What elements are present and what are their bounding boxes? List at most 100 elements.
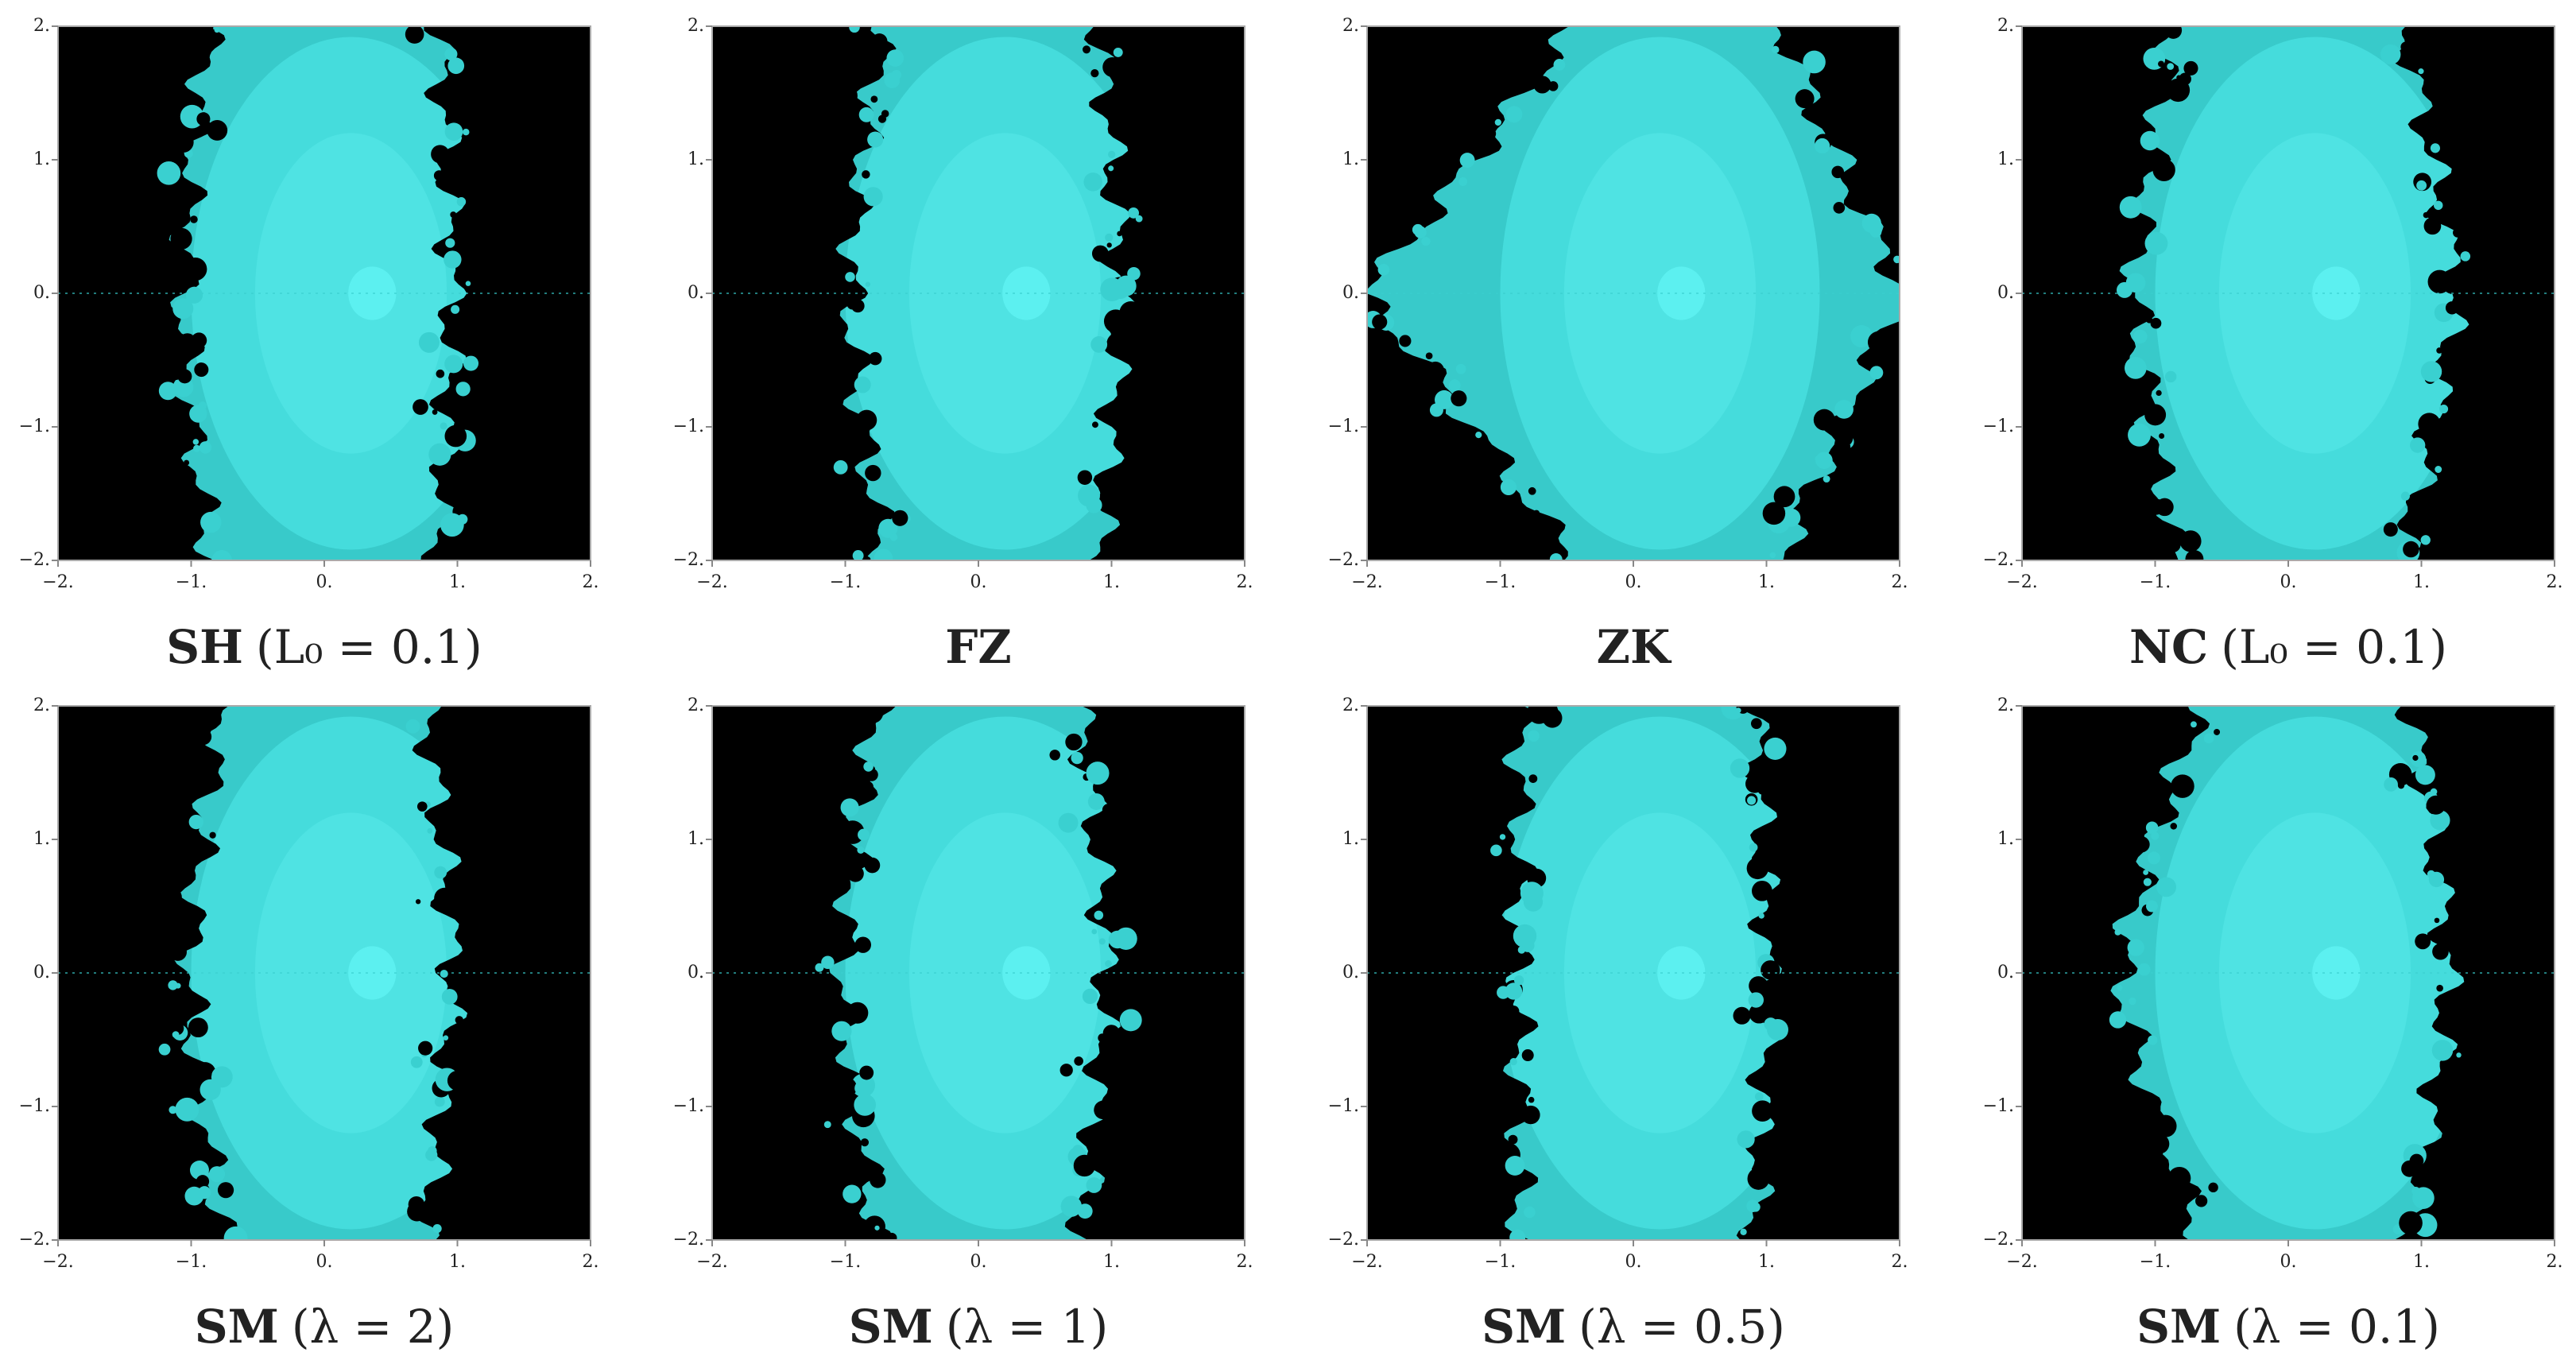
x-tick-label: 1. [2413,1252,2430,1272]
basin-speck [425,1149,438,1161]
y-tick-label: 0. [1997,283,2014,303]
basin-speck [2157,1226,2179,1240]
basin-speck [884,72,901,89]
basin-speck [1098,938,1106,945]
basin-speck [184,1186,204,1206]
basin-speck [2109,1011,2127,1029]
y-tick-label: 0. [688,283,704,303]
x-tick-label: 0. [970,572,987,592]
panel-caption: SM (λ = 0.5) [1482,1300,1785,1354]
basin-black [420,26,591,560]
basin-speck [2416,180,2427,191]
basin-image [58,706,591,1240]
basin-speck [445,238,455,248]
basin-speck [857,846,865,854]
basin-speck [2170,823,2178,830]
basin-speck [2132,329,2148,344]
basin-speck [1517,946,1526,954]
y-tick-label: −2. [19,550,50,570]
basin-speck [2167,63,2175,70]
basin-speck [175,1097,199,1122]
basin-speck [1819,88,1830,99]
basin-speck [2183,60,2198,76]
basin-speck [854,1094,876,1116]
basin-speck [1746,857,1769,880]
basin-speck [1083,172,1102,192]
basin-speck [2438,404,2449,414]
basin-speck [2434,917,2440,924]
basin-speck [2124,357,2147,379]
basin-speck [428,443,451,466]
y-tick-label: 1. [1997,149,2014,169]
basin-core [2312,946,2361,1000]
basin-speck [193,444,201,452]
basin-speck [413,399,428,415]
basin-speck [448,323,467,341]
basin-speck [1737,1130,1755,1149]
basin-speck [1372,314,1388,330]
basin-black [58,26,226,560]
basin-speck [214,27,220,33]
basin-speck [1747,796,1757,805]
basin-speck [854,376,871,393]
basin-speck [1087,793,1105,810]
basin-speck [858,828,870,841]
basin-speck [2147,851,2160,865]
basin-speck [1094,910,1104,920]
basin-speck [856,434,870,448]
basin-speck [170,227,192,250]
basin-speck [416,801,428,812]
basin-speck [196,1067,212,1082]
basin-speck [833,459,848,475]
basin-speck [2179,530,2202,552]
basin-speck [1869,226,1882,238]
basin-speck [196,112,211,126]
basin-speck [889,533,898,541]
basin-speck [440,422,447,430]
basin-speck [463,355,479,371]
basin-speck [432,409,438,415]
basin-speck [2410,751,2427,767]
x-tick-label: −1. [2140,572,2171,592]
basin-speck [2150,317,2162,329]
basin-speck [821,955,835,969]
basin-speck [2420,361,2442,382]
basin-speck [1524,1206,1536,1219]
basin-speck [867,131,884,148]
basin-speck [854,936,872,953]
caption-parameter: (λ = 0.5) [1579,1300,1785,1354]
basin-speck [217,1182,234,1199]
basin-speck [1082,45,1091,54]
basin-speck [2214,729,2221,735]
basin-speck [850,299,865,313]
basin-speck [1746,1199,1759,1213]
basin-speck [469,1002,486,1020]
caption-method: NC [2129,620,2208,674]
y-tick-label: 2. [688,696,704,715]
basin-speck [865,281,870,287]
y-tick-label: −1. [19,417,50,436]
basin-speck [189,1161,209,1180]
basin-speck [1841,442,1851,451]
basin-speck [871,33,888,50]
basin-speck [2400,491,2410,501]
x-tick-label: −1. [830,572,861,592]
basin-speck [1090,335,1108,353]
basin-speck [1092,421,1098,428]
basin-speck [1752,1100,1773,1122]
basin-speck [1773,486,1795,508]
basin-speck [158,382,177,401]
basin-speck [1772,45,1780,54]
basin-speck [849,26,860,33]
basin-speck [1528,730,1540,742]
basin-speck [874,548,893,560]
basin-speck [1815,455,1821,462]
x-tick-label: −2. [2006,572,2037,592]
basin-speck [815,963,824,972]
x-tick-label: 0. [2280,1252,2297,1272]
basin-speck [845,272,855,282]
basin-speck [463,48,469,53]
basin-speck [2166,78,2191,103]
panel: −2. −1. 0. 1. 2. −2. −1. 0. 1. 2. SM (λ = 0.5) [1328,696,1908,1354]
y-tick-label: 2. [1997,696,2014,715]
